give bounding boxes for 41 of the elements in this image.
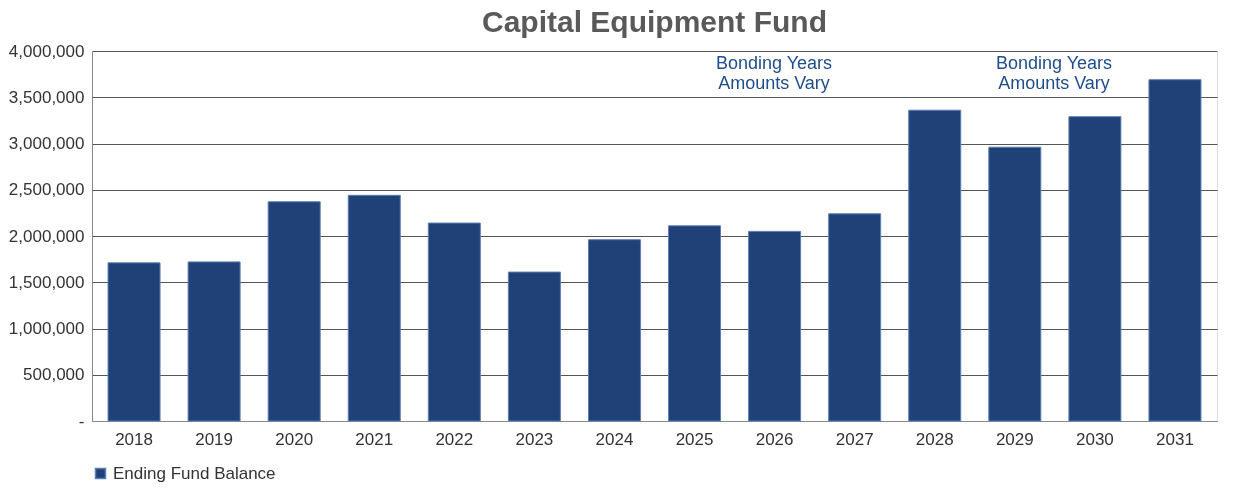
x-tick-label: 2023 bbox=[515, 429, 554, 449]
y-tick-label: 3,500,000 bbox=[8, 87, 85, 107]
x-tick-label: 2026 bbox=[755, 429, 794, 449]
x-tick-label: 2019 bbox=[195, 429, 234, 449]
y-tick-label: 2,000,000 bbox=[8, 226, 85, 246]
x-tick-label: 2030 bbox=[1075, 429, 1114, 449]
y-tick-label: 4,000,000 bbox=[8, 41, 85, 61]
bar bbox=[427, 222, 481, 422]
x-tick-label: 2029 bbox=[995, 429, 1034, 449]
bar bbox=[828, 213, 882, 422]
x-tick-label: 2028 bbox=[915, 429, 954, 449]
x-tick-label: 2024 bbox=[595, 429, 634, 449]
x-tick-label: 2031 bbox=[1156, 429, 1194, 449]
y-tick-label: 2,500,000 bbox=[8, 180, 85, 200]
bar bbox=[347, 194, 401, 422]
x-tick-label: 2018 bbox=[115, 429, 153, 449]
annotation: Bonding Years Amounts Vary bbox=[995, 53, 1113, 93]
x-tick-label: 2020 bbox=[275, 429, 314, 449]
bar bbox=[988, 146, 1042, 422]
y-tick-label: 1,000,000 bbox=[8, 319, 85, 338]
chart-title: Capital Equipment Fund bbox=[482, 5, 827, 38]
x-tick-label: 2021 bbox=[355, 429, 394, 449]
bar bbox=[1068, 116, 1122, 422]
y-tick-label: 3,000,000 bbox=[8, 134, 85, 153]
bar bbox=[507, 271, 561, 422]
x-tick-label: 2022 bbox=[435, 429, 474, 449]
bar bbox=[908, 109, 962, 422]
y-tick-label: 1,500,000 bbox=[8, 272, 85, 292]
bar bbox=[187, 261, 241, 422]
y-tick-label: - bbox=[78, 411, 85, 431]
bar bbox=[668, 225, 722, 422]
bar bbox=[1148, 79, 1202, 422]
bar bbox=[267, 201, 321, 422]
y-tick-label: 500,000 bbox=[23, 365, 85, 385]
bar bbox=[587, 239, 641, 422]
legend-label: Ending Fund Balance bbox=[113, 463, 276, 483]
bar bbox=[748, 230, 802, 422]
annotation: Bonding Years Amounts Vary bbox=[715, 53, 833, 93]
x-tick-label: 2027 bbox=[835, 429, 874, 449]
x-tick-label: 2025 bbox=[675, 429, 714, 449]
bar bbox=[107, 262, 161, 422]
